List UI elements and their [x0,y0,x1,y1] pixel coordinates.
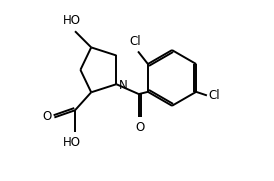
Text: HO: HO [63,14,81,27]
Text: Cl: Cl [130,35,141,48]
Text: N: N [118,79,127,92]
Text: O: O [135,121,144,134]
Text: O: O [42,110,52,123]
Text: HO: HO [63,136,81,149]
Text: Cl: Cl [209,89,220,102]
